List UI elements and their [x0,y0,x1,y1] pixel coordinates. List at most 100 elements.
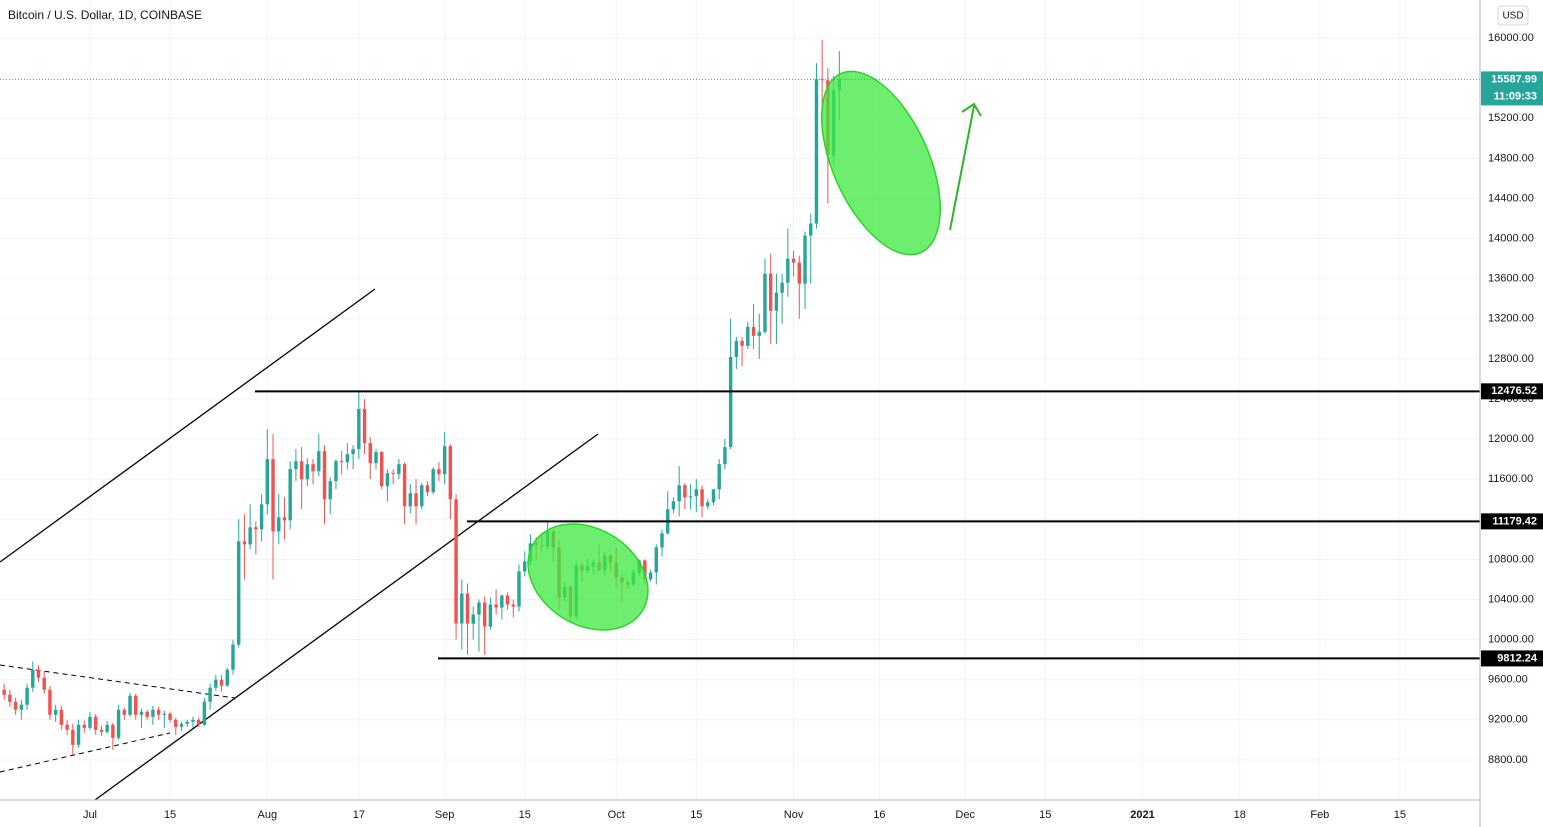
x-tick-label: 15 [164,809,176,821]
candle-body [385,473,390,487]
candle-body [505,595,510,605]
candle-body [225,669,229,686]
candle-body [734,340,739,357]
x-tick-label: Aug [258,809,278,821]
candle-body [259,504,264,530]
candle-body [700,489,704,507]
candle-body [517,571,521,607]
candle-body [814,79,819,224]
candle-body [420,485,424,507]
level-label-box [1481,383,1543,400]
candle-body [797,262,802,284]
candle-body [271,459,275,532]
candle-body [763,273,767,332]
candle-body [397,464,401,475]
candle-body [265,459,270,505]
candle-body [93,716,98,730]
candle-body [99,729,104,732]
triangle-line [0,732,171,773]
y-tick-label: 10000.00 [1488,634,1534,646]
candle-body [82,724,86,728]
candle-body [437,469,441,475]
candle-body [334,461,338,482]
last-price-label: 15587.99 [1491,73,1537,85]
candle-body [402,464,407,507]
candle-body [156,709,161,715]
candle-body [768,273,773,311]
triangle-line [0,664,236,699]
y-tick-label: 11600.00 [1488,473,1533,485]
level-label: 11179.42 [1492,515,1537,527]
candle-body [111,724,115,738]
candle-body [362,409,367,444]
y-tick-label: 13600.00 [1488,273,1534,285]
candle-body [374,452,378,464]
level-label: 9812.24 [1497,652,1538,664]
arrow [949,105,975,231]
x-tick-label: Feb [1310,809,1329,821]
x-tick-label: 15 [519,809,531,821]
candle-body [454,499,458,624]
candle-body [465,593,470,624]
candle-body [688,496,693,498]
candle-body [460,593,464,624]
candle-body [25,687,29,705]
x-tick-label: Sep [435,809,455,821]
candle-body [339,461,344,463]
candle-body [116,709,121,738]
candle-body [299,461,304,480]
axes: 8800.00 9200.00 9600.00 10000.00 10400.00 108… [83,32,1534,821]
level-label-box [1481,513,1543,530]
candle-body [208,687,212,702]
candle-body [414,493,418,507]
highlight-ellipse [820,70,942,256]
candle-body [162,713,167,715]
candle-body [214,679,218,688]
levels [0,78,1480,660]
candle-body [13,701,18,710]
candle-body [134,695,138,715]
candle-body [322,451,327,500]
candle-body [151,709,155,717]
channel-line [0,288,376,563]
y-tick-label: 14000.00 [1488,233,1534,245]
candle-body [431,469,435,493]
y-tick-label: 12800.00 [1488,353,1534,365]
x-tick-label: Oct [608,809,625,821]
candle-body [780,282,784,293]
x-tick-label: 15 [1039,809,1051,821]
candle-body [523,561,527,572]
candle-body [357,409,361,450]
x-tick-label: 15 [690,809,702,821]
x-tick-label: 16 [873,809,885,821]
candle-body [185,721,189,724]
candle-body [345,454,350,463]
candle-body [219,679,224,686]
candle-body [368,443,372,464]
candle-body [76,724,81,745]
candle-body [254,527,258,530]
y-tick-label: 9600.00 [1488,674,1528,686]
candle-body [660,533,664,548]
level-label-box [1481,650,1543,667]
grid [0,0,1480,800]
candle-body [442,446,447,475]
candle-body [277,517,281,532]
candle-body [408,493,413,507]
x-tick-label: 18 [1234,809,1246,821]
candle-body [53,709,58,715]
candle-body [448,446,453,500]
candle-body [59,709,64,725]
x-tick-label: Dec [955,809,975,821]
chart-title: Bitcoin / U.S. Dollar, 1D, COINBASE [8,8,202,22]
candle-body [2,689,6,695]
candle-body [196,719,201,725]
candle-body [305,464,310,480]
candle-body [809,223,813,236]
candle-body [511,604,515,607]
candle-body [683,485,687,498]
last-price-box [1481,71,1543,106]
x-tick-label: 15 [1394,809,1406,821]
candle-body [122,709,127,715]
